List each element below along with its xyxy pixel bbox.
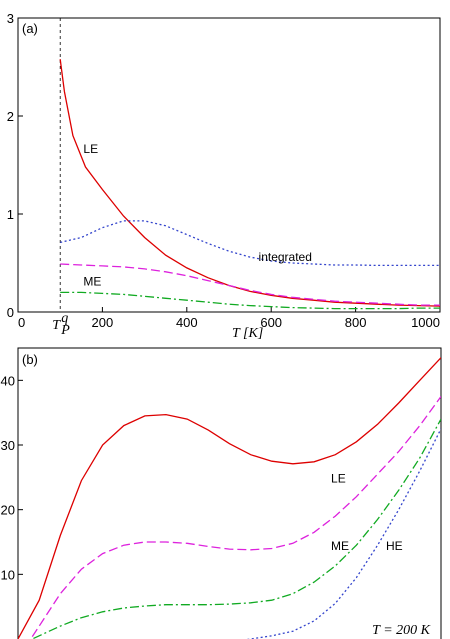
- plot-frame: [17, 347, 442, 639]
- panel-b: 10 20 30 40 (b) LE ME HE T = 200 K: [1, 347, 442, 639]
- curve-label-he: HE: [386, 539, 403, 553]
- series-line-me: [60, 263, 440, 306]
- series-line-le: [59, 59, 440, 307]
- x-tick-label: 0: [18, 315, 25, 330]
- curve-label-le: LE: [83, 142, 98, 156]
- x-tick-label: 800: [345, 315, 367, 330]
- curve-label-me: ME: [83, 275, 101, 289]
- x-tick-label: 1000: [411, 315, 440, 330]
- y-tick-label: 1: [7, 207, 14, 222]
- y-tick-label: 0: [7, 305, 14, 320]
- y-tick-label: 10: [1, 567, 15, 582]
- temperature-annotation: T = 200 K: [372, 623, 430, 638]
- x-axis-label: T [K]: [232, 326, 263, 341]
- x-tick-label: 200: [92, 315, 114, 330]
- panel-label: (a): [22, 21, 38, 36]
- y-tick-label: 30: [1, 438, 15, 453]
- curve-label-le: LE: [331, 472, 346, 486]
- y-tick-label: 20: [1, 503, 15, 518]
- series-line-le: [18, 357, 441, 639]
- curve-label-me: ME: [331, 539, 349, 553]
- y-tick-label: 3: [7, 11, 14, 26]
- series-line-me: [29, 396, 441, 639]
- series-line-series-2: [30, 418, 441, 639]
- x-tick-label: 600: [260, 315, 282, 330]
- x-tick-label-tp-sup: q: [61, 311, 68, 326]
- x-tick-label-tp-sub: P: [60, 323, 70, 338]
- plot-frame: [17, 17, 441, 313]
- curve-label-integrated: integrated: [259, 250, 312, 264]
- series-line-integrated: [60, 220, 440, 267]
- panel-label: (b): [22, 352, 38, 367]
- y-tick-label: 2: [7, 109, 14, 124]
- series-line-series-3: [60, 291, 440, 310]
- x-tick-label: 400: [176, 315, 198, 330]
- panel-a: 0 200 400 600 800 1000 0 1 2 3 T qP T [K] (a) LE integr…: [7, 11, 441, 341]
- series-line-he: [246, 428, 441, 639]
- y-tick-label: 40: [1, 373, 15, 388]
- x-tick-label-tp: T: [52, 318, 61, 333]
